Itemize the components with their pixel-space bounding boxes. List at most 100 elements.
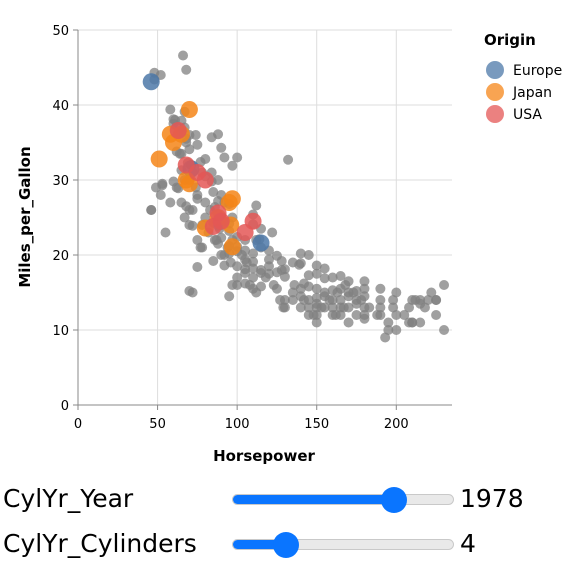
data-point <box>415 317 426 328</box>
data-point <box>165 197 176 208</box>
data-point <box>289 280 300 290</box>
data-point <box>404 302 415 313</box>
data-point-japan <box>220 194 238 211</box>
data-point <box>295 248 306 259</box>
data-point <box>248 263 259 274</box>
legend-label: Europe <box>513 63 562 79</box>
data-point <box>236 250 247 260</box>
data-point <box>375 295 386 305</box>
legend-label: USA <box>513 107 542 123</box>
year-slider-fill <box>233 495 394 504</box>
data-point <box>359 283 370 294</box>
legend-title: Origin <box>484 31 536 49</box>
y-tick-label: 20 <box>52 249 69 264</box>
data-point <box>184 144 195 155</box>
data-point <box>407 317 418 328</box>
data-point <box>224 291 235 302</box>
data-point <box>248 272 259 283</box>
cylinders-slider[interactable] <box>232 532 454 558</box>
year-control: CylYr_Year 1978 <box>0 479 586 519</box>
data-point <box>287 287 298 298</box>
data-point <box>206 132 217 143</box>
data-point <box>391 310 402 320</box>
data-point-japan <box>150 150 168 168</box>
data-point <box>383 325 394 335</box>
data-point <box>311 260 322 271</box>
cylinders-value: 4 <box>460 529 476 558</box>
data-point <box>375 283 386 294</box>
y-tick-label: 0 <box>61 399 69 414</box>
data-point <box>391 325 402 335</box>
data-point <box>251 200 262 211</box>
data-point <box>419 302 430 313</box>
data-point <box>275 295 286 305</box>
data-point-japan <box>180 101 198 118</box>
data-point <box>192 193 203 204</box>
data-point <box>295 302 306 313</box>
data-point <box>311 317 322 328</box>
y-tick-label: 10 <box>52 324 69 339</box>
data-point <box>298 278 309 289</box>
data-point <box>219 152 230 163</box>
data-point <box>248 248 259 259</box>
data-point <box>184 220 195 230</box>
data-point <box>268 280 279 290</box>
data-point-europe <box>252 234 270 252</box>
data-point <box>160 227 171 238</box>
data-point <box>232 272 243 283</box>
y-axis-title: Miles_per_Gallon <box>16 146 34 287</box>
data-point <box>267 227 278 238</box>
data-point <box>332 287 343 298</box>
data-point <box>295 258 306 269</box>
data-point <box>308 310 319 320</box>
x-tick-label: 200 <box>384 417 409 432</box>
year-label: CylYr_Year <box>3 484 134 513</box>
data-point-europe <box>142 73 160 91</box>
data-point <box>439 280 450 290</box>
cylinders-label: CylYr_Cylinders <box>3 529 197 558</box>
data-point <box>184 286 195 296</box>
data-point <box>410 295 421 305</box>
data-point <box>200 197 211 208</box>
grid <box>77 29 452 406</box>
data-point <box>327 272 338 283</box>
data-point <box>176 197 187 208</box>
data-point <box>380 332 391 343</box>
data-point <box>319 263 330 274</box>
data-point <box>240 268 251 278</box>
data-point <box>375 302 386 313</box>
data-point <box>311 283 322 294</box>
data-point <box>165 104 176 115</box>
data-point <box>303 302 314 313</box>
data-point <box>225 257 236 268</box>
data-point <box>279 302 290 313</box>
data-point <box>283 154 294 165</box>
data-point <box>260 272 271 283</box>
data-point <box>388 295 399 305</box>
data-point <box>359 313 370 324</box>
data-point <box>383 317 394 328</box>
cylinders-slider-thumb[interactable] <box>272 532 299 558</box>
year-slider-thumb[interactable] <box>380 487 407 513</box>
data-point <box>287 295 298 305</box>
data-point <box>372 310 383 320</box>
data-point <box>359 276 370 287</box>
x-tick-label: 0 <box>74 417 82 432</box>
data-point <box>431 310 442 320</box>
data-point <box>232 280 243 290</box>
year-slider[interactable] <box>232 487 454 513</box>
data-point <box>439 325 450 335</box>
year-value: 1978 <box>460 484 524 513</box>
cylinders-slider-fill <box>233 540 286 549</box>
data-point <box>157 178 168 189</box>
data-point-usa <box>169 122 187 139</box>
cylinders-control: CylYr_Cylinders 4 <box>0 524 586 564</box>
data-point <box>241 257 252 268</box>
legend-symbol <box>486 105 504 123</box>
x-axis-title: Horsepower <box>213 447 315 465</box>
x-tick-label: 50 <box>149 417 166 432</box>
data-point <box>179 212 190 223</box>
data-point <box>340 280 351 290</box>
data-point <box>324 295 335 305</box>
data-point <box>190 130 201 140</box>
